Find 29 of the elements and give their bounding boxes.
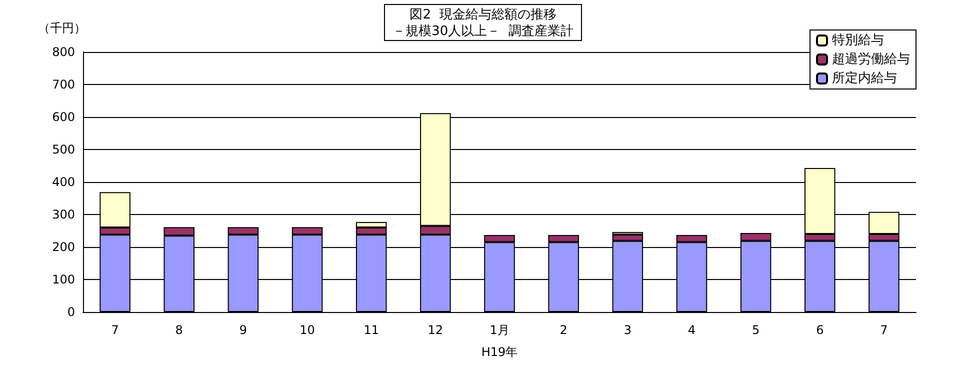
x-tick-label: 10: [300, 323, 315, 337]
x-tick-label: 11: [364, 323, 379, 337]
chart-title: 図2 現金給与総額の推移: [410, 8, 556, 22]
x-tick-label: 8: [175, 323, 183, 337]
text: H19年: [481, 345, 518, 359]
y-tick-label: 400: [52, 175, 75, 189]
x-tick-label: 3: [624, 323, 632, 337]
x-tick-label: 12: [428, 323, 444, 337]
legend-label: 超過労働給与: [832, 52, 910, 67]
legend-label: 所定内給与: [832, 71, 897, 86]
x-tick-label: 1月: [490, 323, 510, 337]
chart-subtitle: －規模30人以上－ 調査産業計: [392, 23, 574, 39]
x-tick-label: 7: [880, 323, 888, 337]
y-tick-label: 300: [52, 208, 75, 222]
x-tick-label: 6: [816, 323, 824, 337]
x-tick-label: 5: [752, 323, 760, 337]
legend-label: 特別給与: [832, 33, 884, 48]
y-tick-label: 600: [52, 110, 75, 124]
y-tick-label: 200: [52, 240, 75, 254]
y-axis-title: （千円）: [38, 21, 86, 35]
x-tick-label: 7: [111, 323, 119, 337]
y-tick-label: 500: [52, 142, 75, 156]
x-tick-label: 4: [688, 323, 696, 337]
y-tick-label: 800: [52, 45, 75, 59]
y-tick-label: 700: [52, 78, 75, 92]
y-tick-label: 100: [52, 272, 75, 286]
x-tick-label: 9: [239, 323, 248, 337]
x-tick-label: 2: [560, 323, 568, 337]
y-tick-label: 0: [67, 305, 75, 319]
